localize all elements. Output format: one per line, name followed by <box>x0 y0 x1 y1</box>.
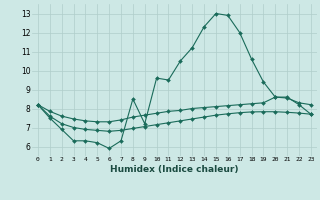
X-axis label: Humidex (Indice chaleur): Humidex (Indice chaleur) <box>110 165 239 174</box>
